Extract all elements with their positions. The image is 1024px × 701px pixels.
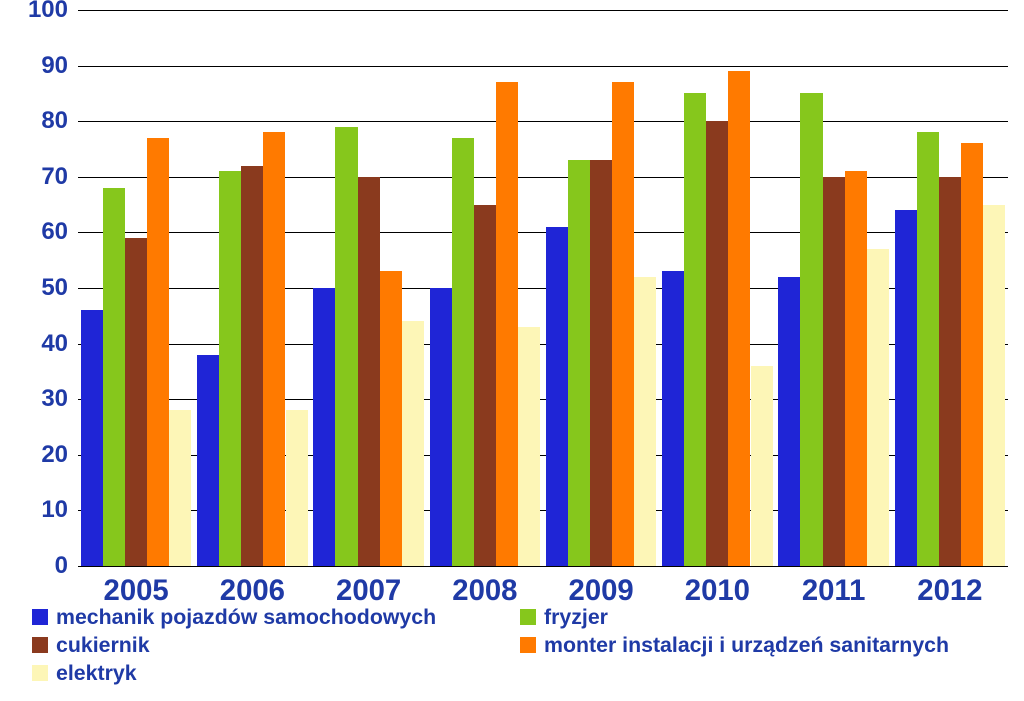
bar-mechanik: [197, 355, 219, 566]
y-tick-label: 70: [41, 163, 78, 191]
bar-elektryk: [518, 327, 540, 566]
legend-label: mechanik pojazdów samochodowych: [56, 605, 436, 630]
x-tick-label: 2006: [220, 566, 285, 608]
gridline: [78, 121, 1008, 122]
bar-elektryk: [286, 410, 308, 566]
bar-elektryk: [983, 205, 1005, 566]
bar-fryzjer: [335, 127, 357, 566]
y-tick-label: 30: [41, 385, 78, 413]
x-tick-label: 2008: [452, 566, 517, 608]
legend-swatch: [520, 609, 536, 625]
bar-monter: [728, 71, 750, 566]
bar-elektryk: [867, 249, 889, 566]
bar-cukiernik: [590, 160, 612, 566]
bar-cukiernik: [706, 121, 728, 566]
x-tick-label: 2011: [802, 566, 866, 608]
legend-swatch: [32, 609, 48, 625]
gridline: [78, 177, 1008, 178]
bar-fryzjer: [800, 93, 822, 566]
bar-mechanik: [313, 288, 335, 566]
bar-fryzjer: [568, 160, 590, 566]
legend-swatch: [32, 665, 48, 681]
bar-mechanik: [430, 288, 452, 566]
y-tick-label: 20: [41, 441, 78, 469]
bar-monter: [263, 132, 285, 566]
bar-fryzjer: [452, 138, 474, 566]
bar-fryzjer: [219, 171, 241, 566]
plot-area: 0102030405060708090100200520062007200820…: [78, 10, 1008, 566]
legend-item-fryzjer: fryzjer: [520, 603, 1008, 631]
bar-cukiernik: [939, 177, 961, 566]
legend-item-elektryk: elektryk: [32, 659, 520, 687]
y-tick-label: 100: [28, 0, 78, 24]
bar-monter: [845, 171, 867, 566]
bar-fryzjer: [684, 93, 706, 566]
y-tick-label: 60: [41, 218, 78, 246]
bar-elektryk: [169, 410, 191, 566]
legend-swatch: [32, 637, 48, 653]
x-tick-label: 2010: [685, 566, 750, 608]
legend-item-cukiernik: cukiernik: [32, 631, 520, 659]
bar-mechanik: [546, 227, 568, 566]
y-tick-label: 0: [55, 552, 78, 580]
bar-cukiernik: [474, 205, 496, 566]
bar-monter: [496, 82, 518, 566]
bar-mechanik: [662, 271, 684, 566]
gridline: [78, 10, 1008, 11]
bar-monter: [147, 138, 169, 566]
bar-cukiernik: [823, 177, 845, 566]
x-tick-label: 2012: [917, 566, 982, 608]
y-tick-label: 80: [41, 107, 78, 135]
bar-elektryk: [634, 277, 656, 566]
bar-fryzjer: [917, 132, 939, 566]
gridline: [78, 566, 1008, 567]
bar-cukiernik: [358, 177, 380, 566]
y-tick-label: 10: [41, 496, 78, 524]
y-tick-label: 40: [41, 330, 78, 358]
bar-fryzjer: [103, 188, 125, 566]
bar-monter: [961, 143, 983, 566]
bar-monter: [612, 82, 634, 566]
bar-mechanik: [895, 210, 917, 566]
legend-label: cukiernik: [56, 633, 150, 658]
bar-elektryk: [402, 321, 424, 566]
x-tick-label: 2007: [336, 566, 401, 608]
legend-swatch: [520, 637, 536, 653]
bar-elektryk: [751, 366, 773, 566]
bar-mechanik: [81, 310, 103, 566]
gridline: [78, 232, 1008, 233]
bar-mechanik: [778, 277, 800, 566]
legend: mechanik pojazdów samochodowych fryzjer cu…: [32, 603, 1008, 691]
bar-cukiernik: [125, 238, 147, 566]
x-tick-label: 2009: [569, 566, 634, 608]
bar-monter: [380, 271, 402, 566]
gridline: [78, 66, 1008, 67]
x-tick-label: 2005: [104, 566, 169, 608]
legend-label: fryzjer: [544, 605, 608, 630]
bar-chart: 0 10 20 30 40 50 60 70 80 90 100 2005 2006 2007 2008 20…: [0, 0, 1024, 701]
legend-label: elektryk: [56, 661, 137, 686]
legend-label: monter instalacji i urządzeń sanitarnych: [544, 633, 949, 658]
bar-cukiernik: [241, 166, 263, 566]
y-tick-label: 90: [41, 52, 78, 80]
y-tick-label: 50: [41, 274, 78, 302]
legend-item-mechanik: mechanik pojazdów samochodowych: [32, 603, 520, 631]
legend-item-monter: monter instalacji i urządzeń sanitarnych: [520, 631, 1008, 659]
